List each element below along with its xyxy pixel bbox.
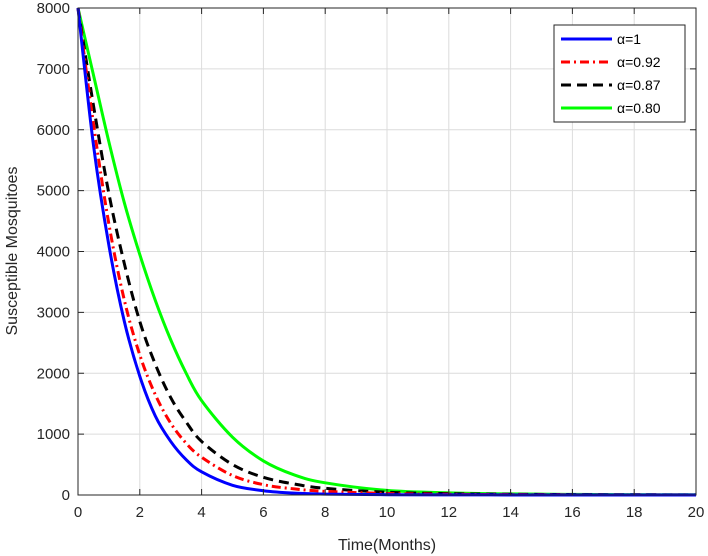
y-axis-label: Susceptible Mosquitoes	[4, 167, 21, 336]
x-tick-label: 4	[197, 504, 205, 521]
y-tick-label: 4000	[37, 244, 70, 261]
x-tick-label: 16	[564, 504, 581, 521]
x-tick-label: 2	[136, 504, 144, 521]
y-tick-label: 7000	[37, 61, 70, 78]
y-tick-label: 6000	[37, 122, 70, 139]
legend: α=1 α=0.92 α=0.87 α=0.80	[553, 24, 686, 123]
y-tick-label: 1000	[37, 426, 70, 443]
legend-label-2: α=0.92	[617, 54, 661, 70]
legend-label-3: α=0.87	[617, 77, 661, 93]
x-tick-label: 18	[626, 504, 643, 521]
x-tick-label: 12	[440, 504, 457, 521]
ticks: 0 2 4 6 8 10 12 14 16 18 20 0 1000 2000 3000 4000 5000 60…	[37, 0, 705, 521]
series-line-2	[76, 7, 697, 497]
y-tick-label: 0	[62, 487, 70, 504]
legend-label-4: α=0.80	[617, 100, 661, 116]
x-axis-label: Time(Months)	[338, 537, 436, 554]
x-tick-label: 20	[688, 504, 705, 521]
legend-label-1: α=1	[617, 31, 641, 47]
y-tick-label: 3000	[37, 304, 70, 321]
legend-box	[553, 24, 686, 123]
x-tick-label: 14	[502, 504, 519, 521]
y-tick-label: 2000	[37, 365, 70, 382]
x-tick-label: 0	[74, 504, 82, 521]
y-tick-label: 8000	[37, 0, 70, 17]
x-tick-label: 6	[259, 504, 267, 521]
y-tick-label: 5000	[37, 183, 70, 200]
x-tick-label: 8	[321, 504, 329, 521]
x-tick-label: 10	[379, 504, 396, 521]
